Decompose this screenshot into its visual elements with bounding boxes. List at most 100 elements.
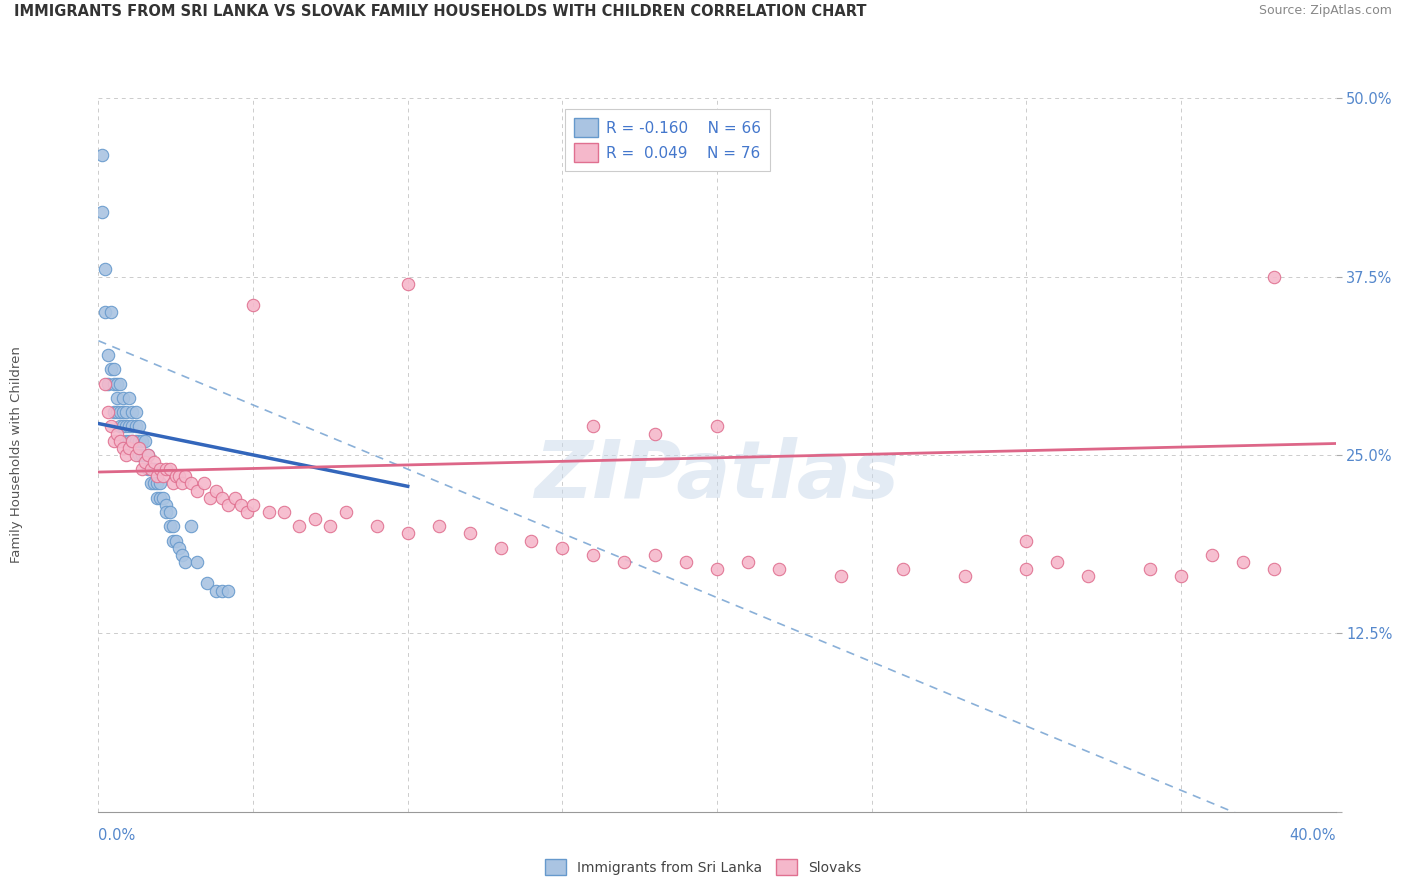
Point [121, 405, 143, 419]
Point [121, 434, 143, 448]
Point [146, 476, 169, 491]
Point [136, 448, 159, 462]
Point [118, 419, 141, 434]
Point [139, 462, 162, 476]
Point [118, 434, 141, 448]
Point [186, 483, 208, 498]
Point [170, 548, 193, 562]
Point [1015, 533, 1038, 548]
Point [128, 448, 150, 462]
Point [118, 441, 141, 455]
Point [112, 419, 135, 434]
Point [103, 376, 125, 391]
Point [143, 455, 166, 469]
Point [489, 541, 512, 555]
Point [124, 419, 146, 434]
Point [1263, 269, 1285, 284]
Legend: Immigrants from Sri Lanka, Slovaks: Immigrants from Sri Lanka, Slovaks [540, 854, 866, 880]
Point [953, 569, 976, 583]
Text: Family Households with Children: Family Households with Children [10, 346, 24, 564]
Point [100, 362, 122, 376]
Point [170, 476, 193, 491]
Point [103, 434, 125, 448]
Point [149, 491, 172, 505]
Point [93, 305, 115, 319]
Point [551, 541, 574, 555]
Point [520, 533, 543, 548]
Point [103, 405, 125, 419]
Point [134, 434, 156, 448]
Point [1077, 569, 1099, 583]
Point [224, 491, 246, 505]
Point [167, 469, 190, 483]
Point [675, 555, 697, 569]
Point [1201, 548, 1223, 562]
Point [582, 548, 605, 562]
Point [139, 476, 162, 491]
Point [205, 583, 228, 598]
Point [112, 391, 135, 405]
Point [236, 505, 259, 519]
Point [143, 462, 166, 476]
Point [97, 405, 120, 419]
Point [174, 555, 197, 569]
Point [165, 533, 187, 548]
Point [335, 505, 357, 519]
Point [143, 476, 166, 491]
Point [1046, 555, 1069, 569]
Point [319, 519, 342, 533]
Point [90, 148, 112, 162]
Point [198, 491, 221, 505]
Point [108, 405, 131, 419]
Point [115, 448, 138, 462]
Point [131, 448, 153, 462]
Legend: R = -0.160    N = 66, R =  0.049    N = 76: R = -0.160 N = 66, R = 0.049 N = 76 [565, 110, 770, 171]
Point [103, 362, 125, 376]
Point [162, 533, 184, 548]
Point [162, 519, 184, 533]
Point [613, 555, 636, 569]
Point [124, 448, 146, 462]
Point [211, 583, 233, 598]
Point [152, 491, 174, 505]
Point [97, 348, 120, 362]
Point [100, 305, 122, 319]
Point [458, 526, 481, 541]
Point [105, 376, 128, 391]
Point [90, 205, 112, 219]
Point [112, 441, 135, 455]
Point [427, 519, 450, 533]
Point [108, 434, 131, 448]
Point [186, 555, 208, 569]
Point [768, 562, 790, 576]
Point [105, 405, 128, 419]
Point [167, 541, 190, 555]
Text: 40.0%: 40.0% [1289, 828, 1336, 843]
Point [644, 426, 666, 441]
Point [93, 262, 115, 277]
Point [146, 469, 169, 483]
Point [131, 462, 153, 476]
Point [121, 434, 143, 448]
Point [134, 448, 156, 462]
Point [155, 505, 177, 519]
Point [706, 419, 728, 434]
Point [288, 519, 311, 533]
Point [128, 419, 150, 434]
Point [118, 391, 141, 405]
Point [242, 498, 264, 512]
Point [193, 476, 215, 491]
Point [217, 583, 239, 598]
Point [180, 519, 202, 533]
Point [830, 569, 852, 583]
Point [124, 405, 146, 419]
Point [121, 419, 143, 434]
Point [706, 562, 728, 576]
Point [152, 469, 174, 483]
Point [128, 434, 150, 448]
Point [396, 277, 419, 291]
Point [273, 505, 295, 519]
Point [582, 419, 605, 434]
Point [217, 498, 239, 512]
Point [97, 376, 120, 391]
